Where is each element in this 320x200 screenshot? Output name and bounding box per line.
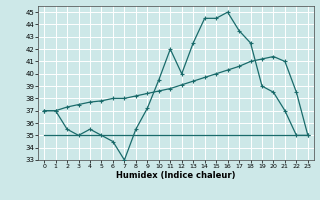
- X-axis label: Humidex (Indice chaleur): Humidex (Indice chaleur): [116, 171, 236, 180]
